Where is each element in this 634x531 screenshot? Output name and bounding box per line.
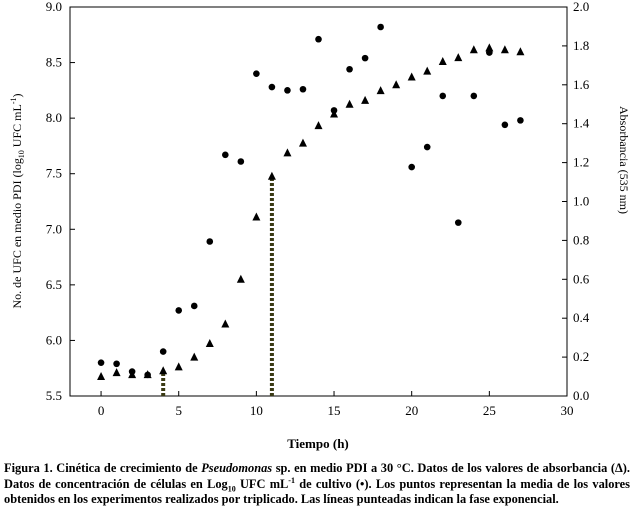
figure-caption: Figura 1. Cinética de crecimiento de Pse… [4,461,630,508]
y-right-tick-label: 0.8 [573,232,589,247]
ufc-data-point [423,143,431,151]
x-tick-label: 5 [175,403,182,418]
caption-label: Figura 1. Cinética de crecimiento de [4,461,202,475]
y-right-tick-label: 1.0 [573,194,589,209]
absorbance-data-point [298,138,307,147]
ufc-data-point [206,238,214,245]
absorbance-data-point [345,99,354,108]
absorbance-data-point [221,319,230,328]
y-left-ticks: 5.5 6.0 6.5 7.0 7.5 8.0 8.5 9.0 [46,0,75,403]
ufc-data-point [501,121,509,129]
y-right-tick-label: 0.2 [573,349,589,364]
growth-chart: 0 5 10 15 20 25 30 5.5 6.0 6.5 7.0 7.5 8.0 8.5 9.0 0.… [9,0,631,451]
ufc-data-point [439,92,447,100]
ufc-data-point [408,163,415,171]
ufc-data-point [97,359,105,366]
absorbance-data-point [330,109,339,118]
absorbance-data-point [423,66,432,75]
x-tick-label: 25 [483,403,496,418]
absorbance-data-point [97,372,106,381]
absorbance-data-point [407,72,416,81]
ufc-data-point [315,35,322,43]
series-absorbance-triangles [97,43,525,381]
absorbance-data-point [454,53,463,62]
ufc-data-point [175,307,183,314]
exponential-phase-lines [161,176,274,396]
x-ticks: 0 5 10 15 20 25 30 [98,391,574,418]
series-ufc-circles [97,23,524,379]
absorbance-data-point [143,370,152,379]
ufc-data-point [222,151,229,159]
ufc-data-point [454,219,462,226]
absorbance-data-point [516,47,525,56]
absorbance-data-point [500,45,509,54]
y-right-tick-label: 1.4 [573,116,590,131]
y-left-tick-label: 7.0 [46,221,62,236]
absorbance-data-point [128,370,137,379]
caption-organism: Pseudomonas [201,461,273,475]
caption-superscript: -1 [288,475,295,485]
absorbance-data-point [252,212,261,221]
y-right-tick-label: 1.6 [573,77,590,92]
y-right-tick-label: 2.0 [573,0,589,14]
ufc-data-point [237,158,245,165]
ufc-data-point [159,348,167,355]
x-tick-label: 30 [561,403,574,418]
y-right-tick-label: 1.2 [573,155,589,170]
ufc-data-point [517,117,524,124]
absorbance-data-point [112,368,121,377]
absorbance-data-point [190,352,199,361]
y-left-tick-label: 6.5 [46,277,62,292]
x-tick-label: 20 [405,403,418,418]
y-left-tick-label: 6.0 [46,332,62,347]
absorbance-data-point [283,148,292,157]
absorbance-data-point [236,274,245,283]
y-right-tick-label: 0.0 [573,388,589,403]
absorbance-data-point [485,43,494,52]
y-left-tick-label: 8.0 [46,110,62,125]
absorbance-data-point [438,56,447,65]
absorbance-data-point [314,121,323,130]
caption-text-1: sp. en medio PDI a 30 °C. Datos de los v… [4,461,630,491]
absorbance-data-point [205,338,214,347]
ufc-data-point [253,70,260,77]
x-tick-label: 10 [250,403,263,418]
x-tick-label: 0 [98,403,105,418]
y-right-tick-label: 0.6 [573,271,590,286]
y-right-tick-label: 0.4 [573,310,590,325]
ufc-data-point [346,65,353,73]
absorbance-data-point [267,171,276,180]
ufc-data-point [190,302,198,310]
plot-frame [69,6,568,397]
caption-text-2: UFC mL [235,476,289,491]
absorbance-data-point [469,45,478,54]
absorbance-data-point [361,95,370,104]
x-axis-title: Tiempo (h) [287,436,349,451]
ufc-data-point [377,23,384,31]
absorbance-data-point [174,362,183,371]
y-right-tick-label: 1.8 [573,38,589,53]
ufc-data-point [299,85,307,93]
y-left-tick-label: 5.5 [46,388,62,403]
y-right-axis-title: Absorbancia (535 nm) [617,106,631,214]
y-left-tick-label: 8.5 [46,55,62,70]
absorbance-data-point [159,366,168,375]
caption-subscript: 10 [227,483,236,493]
ufc-data-point [361,54,369,62]
y-left-tick-label: 7.5 [46,166,62,181]
y-left-tick-label: 9.0 [46,0,62,14]
ufc-data-point [113,360,120,368]
absorbance-data-point [376,86,385,95]
y-right-ticks: 0.0 0.2 0.4 0.6 0.8 1.0 1.2 1.4 1.6 1.8 2.0 [562,0,590,403]
ufc-data-point [284,87,291,94]
caption-text-3: de cultivo (•). Los puntos representan l… [4,476,631,507]
absorbance-data-point [392,80,401,89]
y-left-axis-title: No. de UFC en medio PDI (log10 UFC mL-1) [9,93,26,308]
ufc-data-point [268,83,276,91]
ufc-data-point [470,92,478,100]
x-tick-label: 15 [328,403,341,418]
